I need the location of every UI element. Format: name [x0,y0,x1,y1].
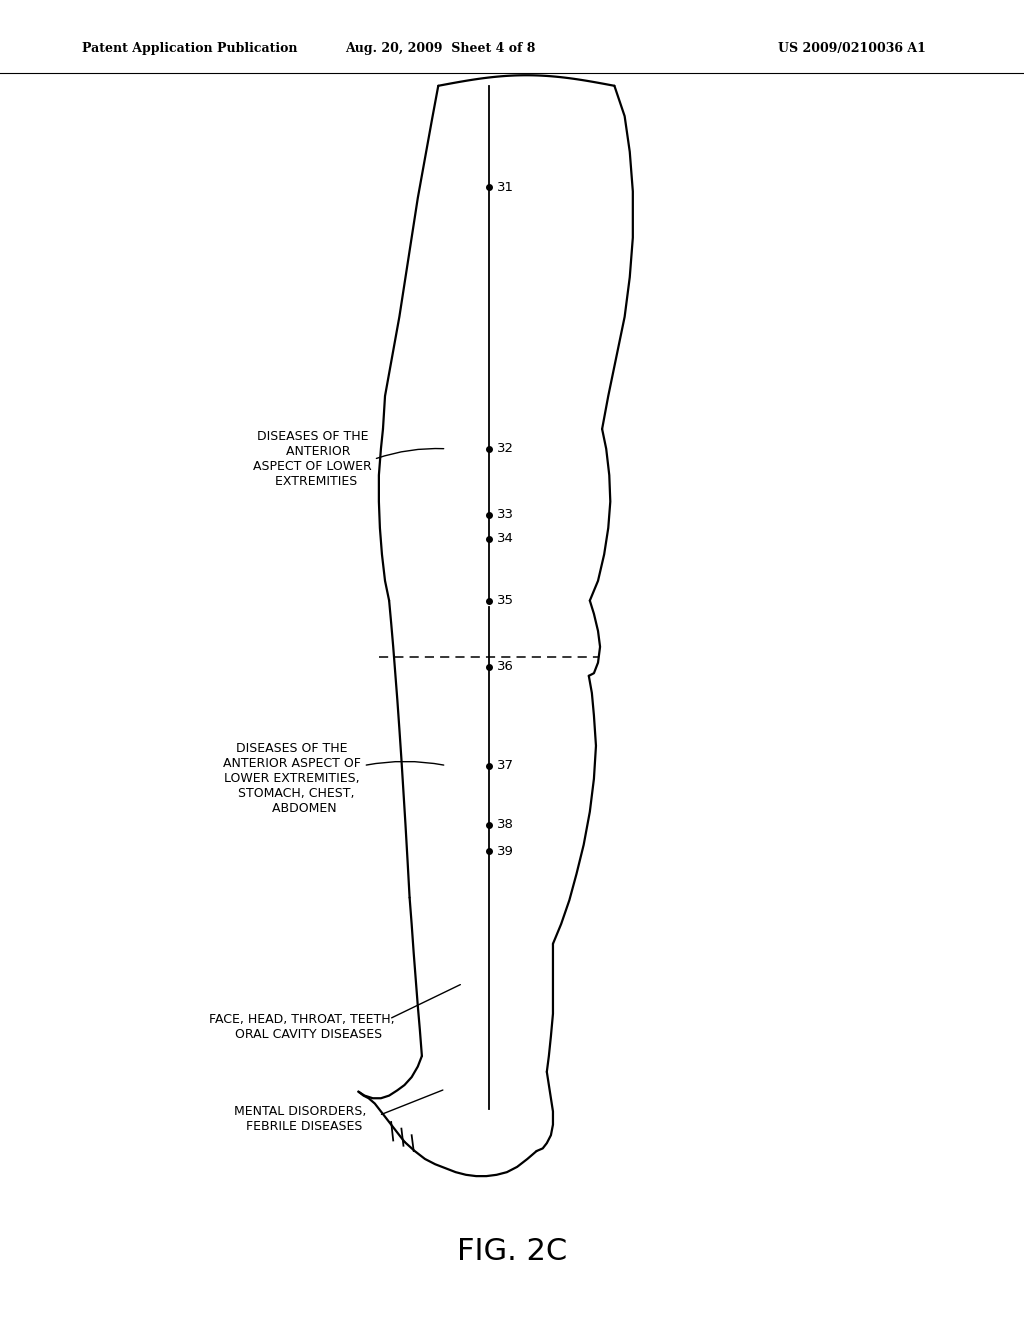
Text: DISEASES OF THE
   ANTERIOR
ASPECT OF LOWER
  EXTREMITIES: DISEASES OF THE ANTERIOR ASPECT OF LOWER… [253,430,372,488]
Text: US 2009/0210036 A1: US 2009/0210036 A1 [778,42,926,55]
Text: FIG. 2C: FIG. 2C [457,1237,567,1266]
Text: 35: 35 [497,594,514,607]
Text: 34: 34 [497,532,513,545]
Text: Patent Application Publication: Patent Application Publication [82,42,297,55]
Text: 33: 33 [497,508,514,521]
Text: 31: 31 [497,181,514,194]
Text: MENTAL DISORDERS,
  FEBRILE DISEASES: MENTAL DISORDERS, FEBRILE DISEASES [233,1105,367,1134]
Text: DISEASES OF THE
ANTERIOR ASPECT OF
LOWER EXTREMITIES,
  STOMACH, CHEST,
      AB: DISEASES OF THE ANTERIOR ASPECT OF LOWER… [223,742,360,816]
Text: 38: 38 [497,818,513,832]
Text: 37: 37 [497,759,514,772]
Text: FACE, HEAD, THROAT, TEETH,
   ORAL CAVITY DISEASES: FACE, HEAD, THROAT, TEETH, ORAL CAVITY D… [209,1012,395,1041]
Text: Aug. 20, 2009  Sheet 4 of 8: Aug. 20, 2009 Sheet 4 of 8 [345,42,536,55]
Text: 36: 36 [497,660,513,673]
Text: 32: 32 [497,442,514,455]
Text: 39: 39 [497,845,513,858]
